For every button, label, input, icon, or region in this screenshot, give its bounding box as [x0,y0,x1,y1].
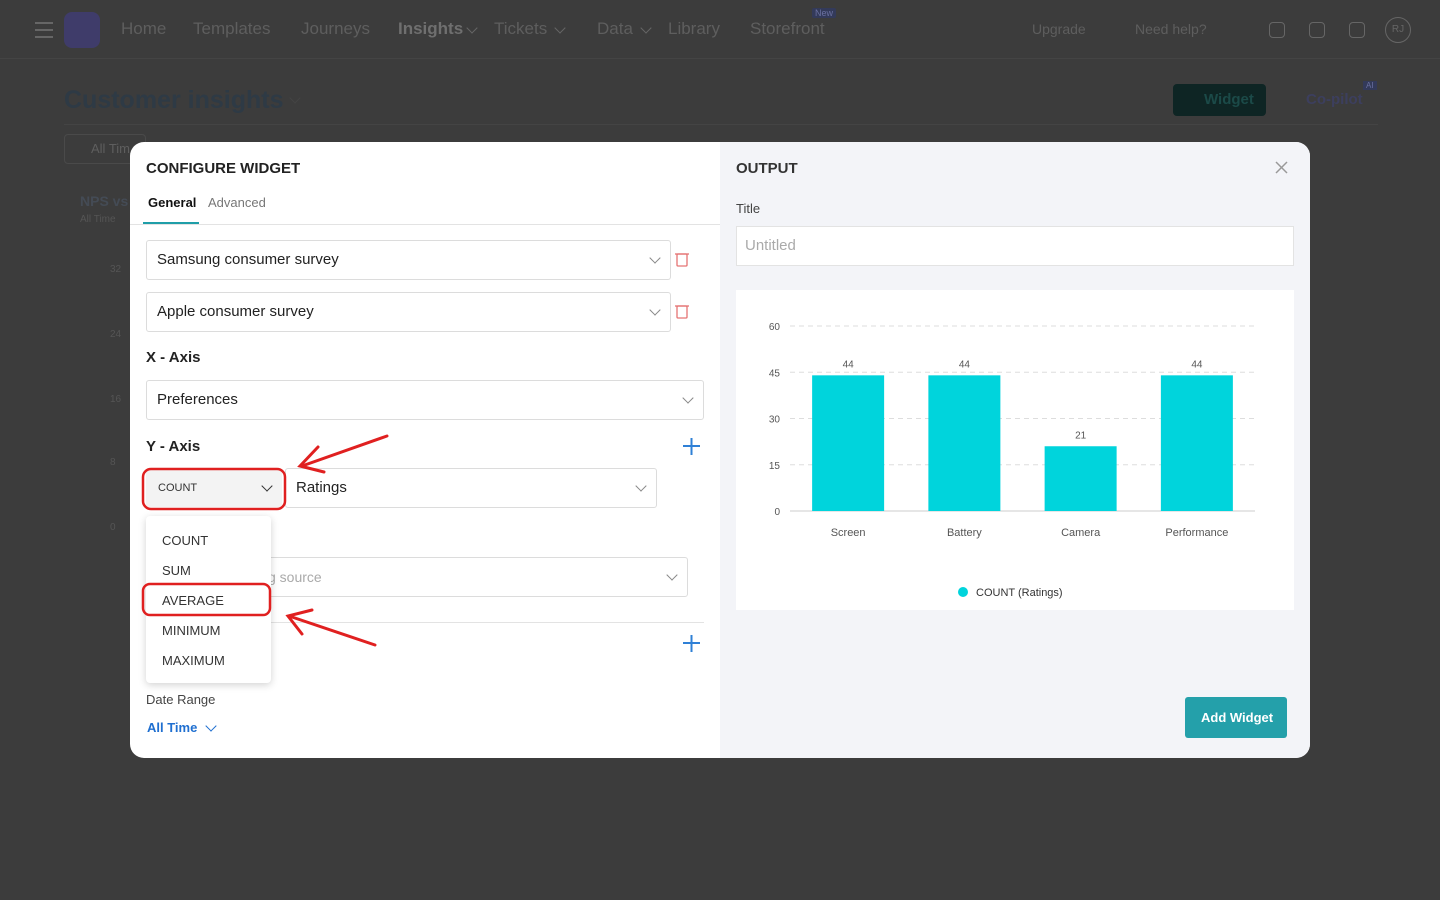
nav-border [0,58,1440,59]
dropdown-option[interactable]: MINIMUM [162,623,221,638]
chevron [466,22,478,34]
copilot-badge: AI [1363,81,1377,90]
select-value: Samsung consumer survey [157,251,339,268]
nav-item[interactable]: Home [121,19,167,38]
x-tick-label: Camera [1061,527,1101,539]
nav-item[interactable]: Data [597,19,633,38]
dropdown-option[interactable]: AVERAGE [162,593,224,608]
nav-item[interactable]: Templates [193,19,271,38]
y-tick-label: 30 [769,415,781,426]
nav-item[interactable]: Journeys [301,19,370,38]
help-link[interactable]: Need help? [1135,21,1207,37]
title-placeholder[interactable]: Untitled [745,237,796,254]
nav-icon[interactable] [1269,22,1285,38]
nav-icon[interactable] [1349,22,1365,38]
dropdown-option[interactable]: COUNT [162,533,209,548]
menu-icon[interactable] [35,22,53,38]
section-label: X - Axis [146,349,201,366]
widget-button[interactable] [1173,84,1266,116]
select-field[interactable] [146,240,671,280]
select-value: Preferences [157,391,238,408]
legend-swatch [958,587,968,597]
menu-icon[interactable] [35,29,53,31]
chevron [640,22,652,34]
legend-label: COUNT (Ratings) [976,587,1063,599]
chevron [289,92,301,104]
select-field[interactable] [256,557,688,597]
data-label: 44 [843,359,855,370]
select-value: g source [268,569,322,585]
background-tick: 16 [110,394,122,405]
data-label: 44 [1191,359,1203,370]
page-title: Customer insights [64,86,284,114]
y-tick-label: 45 [769,368,781,379]
nav-badge: New [812,8,837,18]
select-field[interactable] [146,380,704,420]
bar [812,375,885,511]
modal-title: CONFIGURE WIDGET [146,160,301,177]
background-tick: 0 [110,522,116,533]
card-title: NPS vs [80,193,129,209]
card-subtitle: All Time [80,214,116,225]
section-label: Y - Axis [146,438,201,455]
bar [1044,446,1117,511]
add-widget-button[interactable] [1185,697,1287,738]
output-title: OUTPUT [736,160,798,177]
background-tick: 32 [110,264,122,275]
tab[interactable]: Advanced [208,195,266,210]
y-tick-label: 60 [769,322,781,333]
copilot-button[interactable]: Co-pilot [1306,91,1363,108]
dropdown-option[interactable]: MAXIMUM [162,653,225,668]
bar [1160,375,1233,511]
nav-item[interactable]: Insights [398,19,464,38]
add-widget-text[interactable]: Add Widget [1201,710,1274,725]
nav-icon[interactable] [1309,22,1325,38]
bar [928,375,1001,511]
data-label: 21 [1075,430,1087,441]
title-input[interactable] [736,226,1294,266]
x-tick-label: Battery [947,527,982,539]
select-value: Ratings [296,479,347,496]
nav-item[interactable]: Storefront [750,19,825,38]
select-field[interactable] [285,468,657,508]
aggregate-value[interactable]: COUNT [158,482,198,494]
tab-divider [130,224,720,225]
field-label: Date Range [146,692,216,707]
chart: 0 15 30 45 60 Screen 44 Battery 44 Camera 21 Perfor… [769,322,1255,599]
filter-chip-text[interactable]: All Tim [91,141,130,156]
field-label: Title [736,201,761,216]
tab-underline [143,222,199,224]
select-value: Apple consumer survey [157,303,314,320]
x-tick-label: Performance [1165,527,1228,539]
avatar[interactable]: RJ [1385,17,1411,43]
y-tick-label: 15 [769,461,781,472]
background-tick: 24 [110,329,122,340]
tab[interactable]: General [148,195,197,210]
date-range-link[interactable]: All Time [147,720,198,735]
background-tick: 8 [110,457,116,468]
widget-button-text[interactable]: Widget [1204,91,1254,108]
section-divider [271,622,704,623]
x-tick-label: Screen [831,527,866,539]
select-field[interactable] [146,292,671,332]
data-label: 44 [959,359,971,370]
upgrade-link[interactable]: Upgrade [1032,21,1086,37]
chevron [554,22,566,34]
logo[interactable] [64,12,100,48]
nav-item[interactable]: Tickets [494,19,548,38]
nav-item[interactable]: Library [668,19,720,38]
dropdown-option[interactable]: SUM [162,563,191,578]
page-divider [64,124,1378,125]
y-tick-label: 0 [774,507,780,518]
